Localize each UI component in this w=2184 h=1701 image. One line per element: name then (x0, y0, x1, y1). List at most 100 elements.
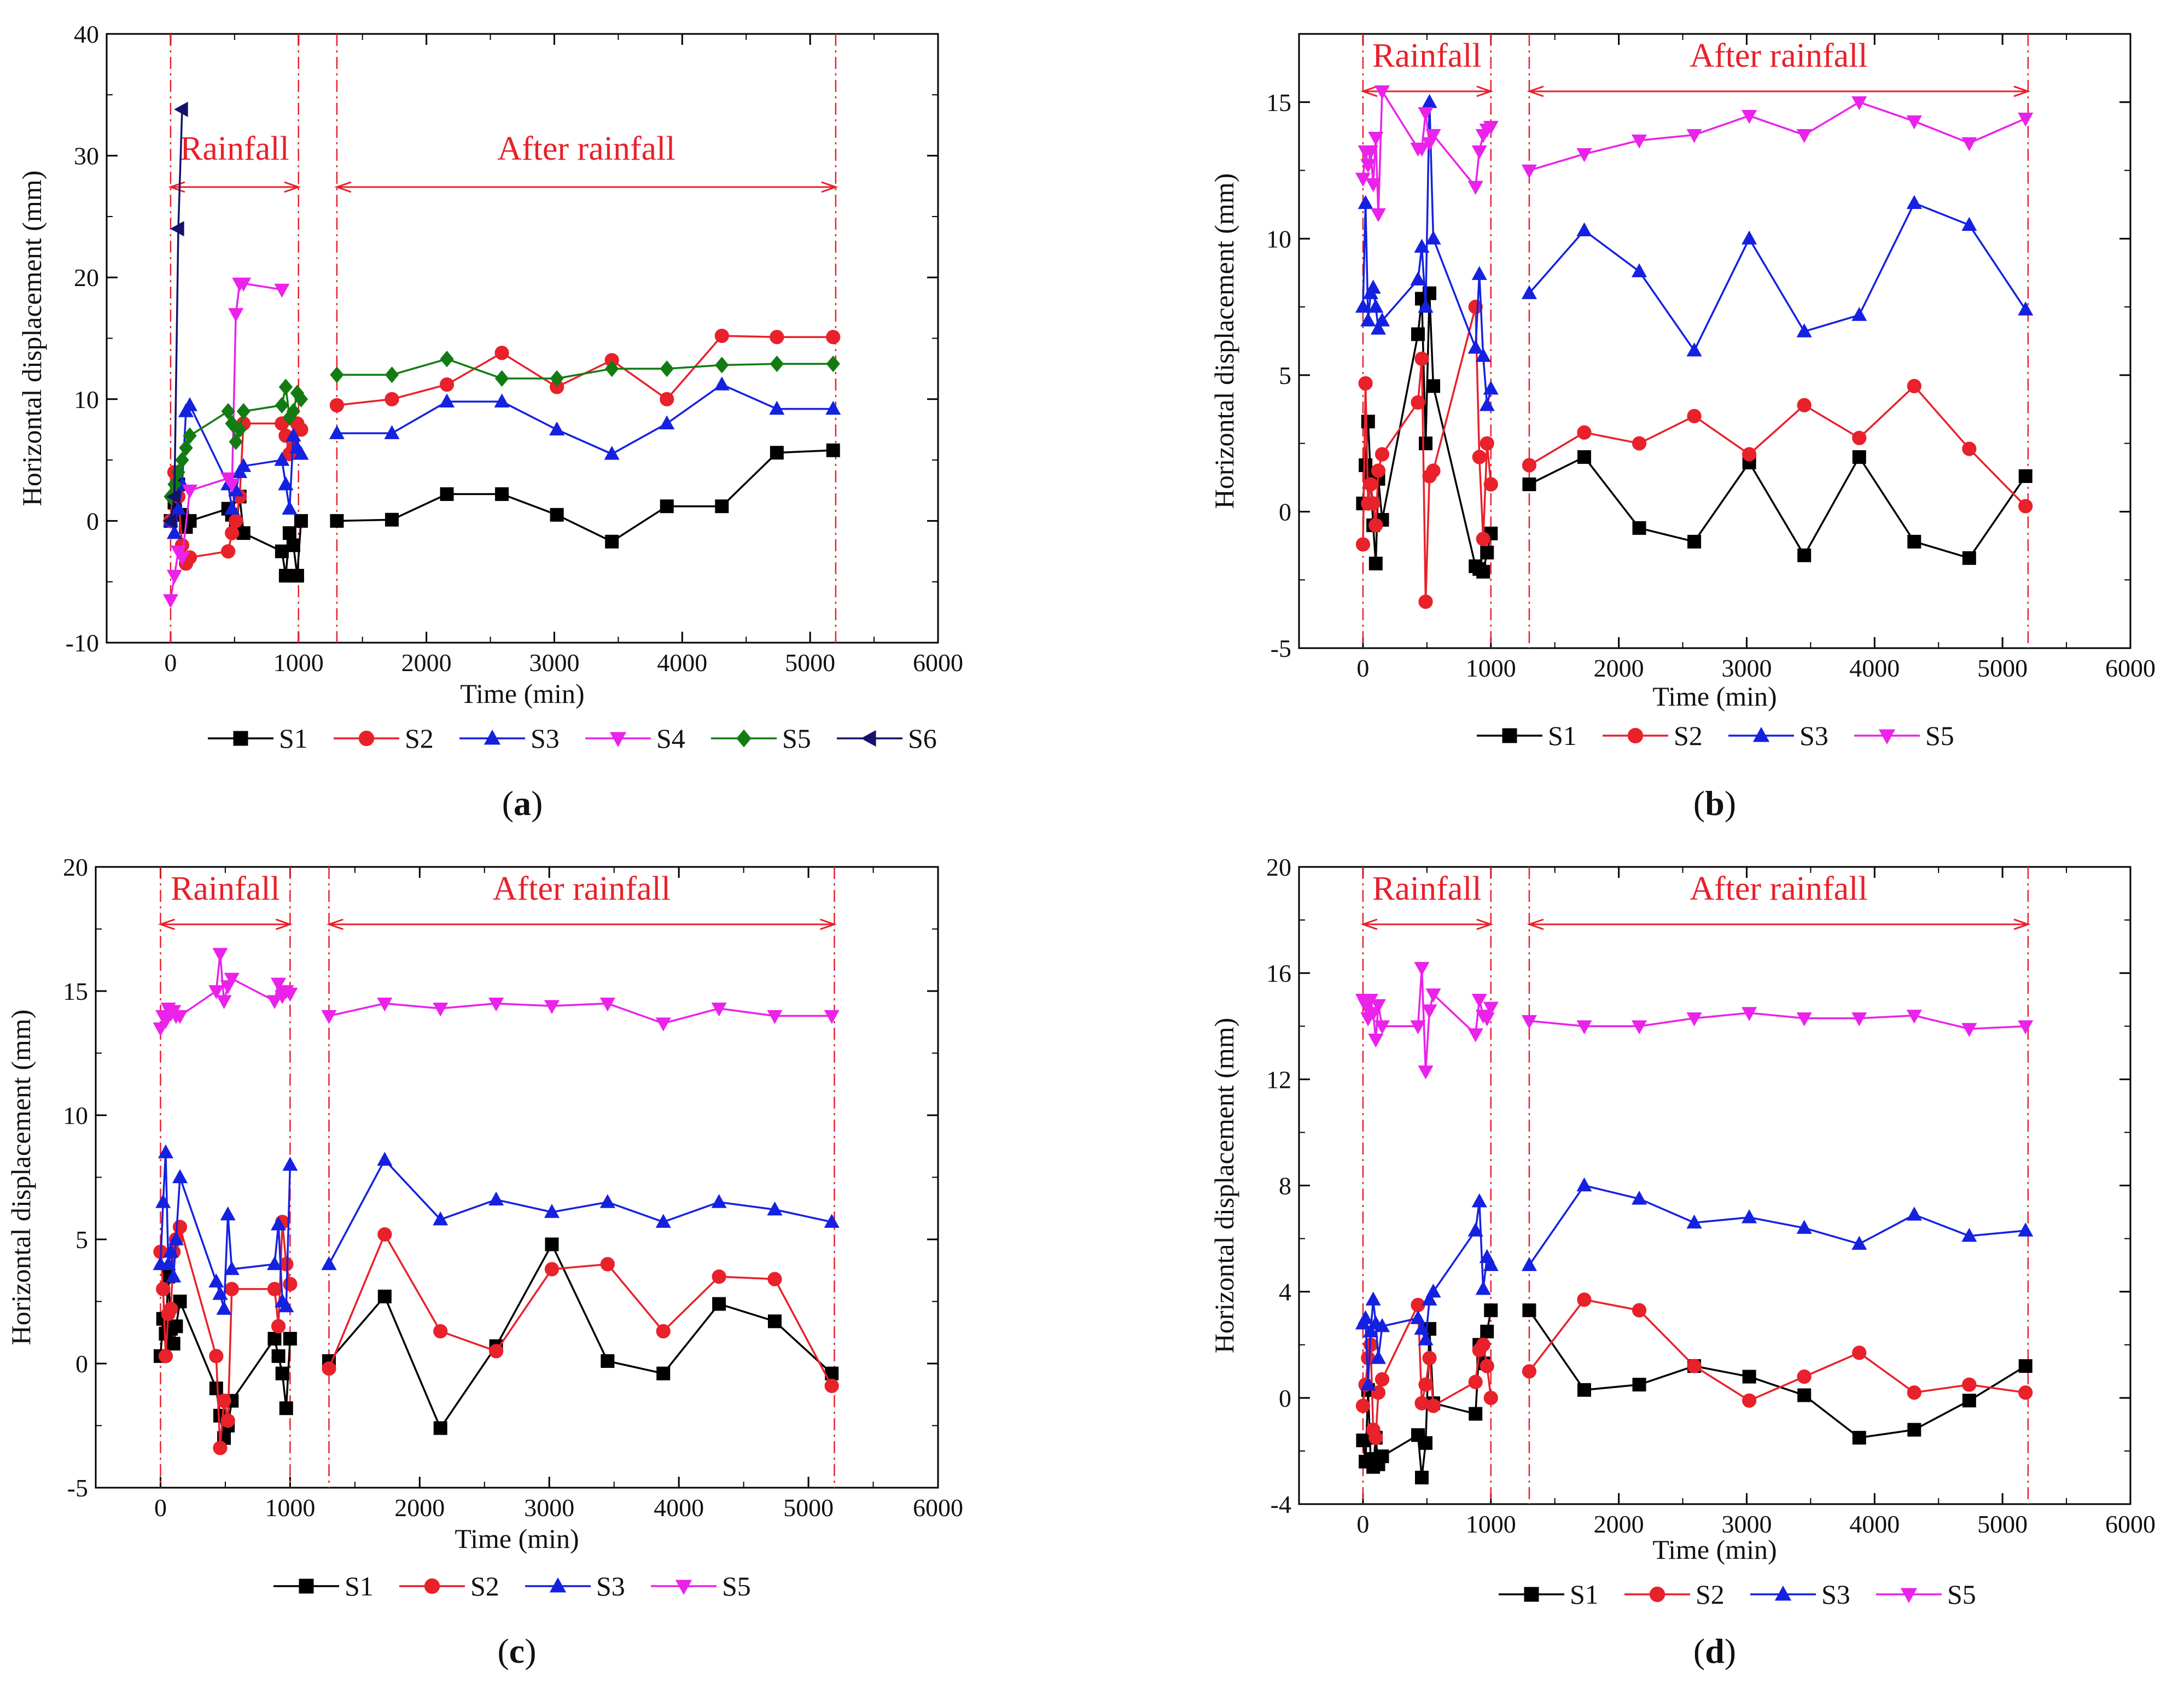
y-axis-title: Horizontal displacement (mm) (1209, 1018, 1239, 1354)
rainfall-arrow-head-right (284, 181, 301, 193)
data-point-S3 (1360, 1376, 1376, 1391)
data-point-S1 (1484, 1303, 1498, 1318)
data-point-S5 (221, 403, 235, 420)
data-point-S3 (1631, 1190, 1647, 1205)
legend-marker-S2 (1627, 727, 1644, 744)
data-point-S3 (599, 1194, 615, 1208)
after-rainfall-arrow-head-right (821, 181, 838, 193)
data-point-S3 (224, 500, 240, 515)
series-line-S3 (1528, 202, 2026, 353)
data-point-S1 (1414, 1470, 1429, 1484)
x-tick-label: 0 (1356, 1510, 1369, 1538)
data-point-S4 (174, 551, 190, 566)
legend: S1 S2 S3 S5 (1477, 720, 1954, 751)
data-point-S1 (330, 514, 344, 528)
data-point-S1 (275, 1366, 289, 1380)
data-point-S5 (1686, 129, 1702, 143)
y-tick-label: 10 (74, 386, 99, 413)
data-point-S3 (659, 415, 675, 430)
data-point-S1 (1480, 545, 1494, 560)
data-point-S5 (208, 985, 224, 999)
legend-label-S1: S1 (279, 723, 308, 754)
data-point-S2 (283, 1277, 298, 1291)
legend-label-S3: S3 (1821, 1579, 1850, 1610)
rainfall-arrow-head-right (1476, 85, 1494, 97)
data-point-S1 (1426, 379, 1441, 393)
data-point-S1 (1852, 1431, 1866, 1445)
data-point-S5 (1483, 120, 1499, 135)
data-point-S3 (769, 400, 785, 415)
data-point-S2 (1418, 1377, 1433, 1392)
data-point-S2 (377, 1227, 392, 1242)
series-S1 (1356, 286, 2032, 579)
data-point-S1 (1797, 1388, 1812, 1402)
data-point-S3 (488, 1191, 504, 1206)
data-point-S3 (329, 425, 345, 439)
data-point-S3 (266, 1256, 282, 1271)
data-point-S3 (282, 1156, 298, 1171)
data-point-S3 (1471, 266, 1487, 280)
data-point-S2 (329, 398, 345, 413)
data-point-S5 (1374, 1020, 1390, 1035)
data-point-S3 (2018, 301, 2034, 316)
rainfall-label: Rainfall (180, 130, 289, 167)
data-point-S1 (286, 538, 300, 552)
series-S3 (162, 376, 841, 539)
data-point-S2 (1907, 378, 1921, 393)
legend-label-S3: S3 (531, 723, 560, 754)
data-point-S3 (1467, 340, 1483, 354)
series-S3 (153, 1144, 840, 1315)
data-point-S3 (208, 1273, 224, 1288)
legend-label-S2: S2 (1674, 720, 1703, 751)
x-tick-label: 2000 (1594, 654, 1644, 682)
data-point-S5 (271, 977, 287, 992)
data-point-S5 (1471, 145, 1487, 160)
data-point-S1 (2018, 469, 2032, 483)
data-point-S3 (1374, 312, 1390, 327)
rainfall-arrow-head-right (1476, 918, 1494, 930)
panel-label: (d) (1693, 1632, 1736, 1670)
chart-panel-c: 0 1000 2000 3000 4000 5000 6000 -5 0 5 10 15 20 Time … (5, 853, 963, 1670)
data-point-S1 (712, 1297, 726, 1311)
data-point-S3 (1576, 1177, 1592, 1192)
data-point-S1 (770, 446, 784, 460)
data-point-S3 (1961, 1227, 1977, 1242)
x-axis-title: Time (min) (460, 678, 584, 709)
legend-label-S2: S2 (1696, 1579, 1725, 1610)
data-point-S1 (826, 443, 840, 457)
data-point-S5 (216, 995, 232, 1009)
legend-label-S5: S5 (722, 1571, 751, 1601)
y-tick-label: 12 (1266, 1065, 1291, 1093)
data-point-S5 (1467, 1028, 1483, 1042)
data-point-S3 (1686, 1214, 1702, 1229)
x-tick-label: 5000 (1977, 654, 2028, 682)
chart-panel-a: 0 1000 2000 3000 4000 5000 6000 -10 0 10 20 30 40 Tim… (16, 20, 963, 823)
data-point-S5 (1479, 1012, 1495, 1027)
series-line-S2 (336, 335, 834, 406)
series-S2 (153, 1215, 839, 1455)
data-point-S2 (1632, 436, 1647, 451)
data-point-S5 (1365, 178, 1381, 193)
x-tick-label: 0 (154, 1494, 167, 1522)
x-tick-label: 6000 (2105, 654, 2156, 682)
data-point-S1 (1361, 415, 1375, 429)
x-tick-label: 6000 (913, 1494, 963, 1522)
data-point-S5 (715, 357, 729, 374)
data-point-S1 (377, 1289, 392, 1303)
data-point-S2 (1414, 351, 1429, 366)
data-point-S5 (599, 998, 615, 1012)
data-point-S2 (824, 1378, 839, 1393)
data-point-S2 (1468, 300, 1483, 314)
x-tick-label: 1000 (1466, 1510, 1516, 1538)
data-point-S1 (279, 1401, 293, 1415)
y-tick-label: 20 (74, 264, 99, 292)
data-point-S1 (1411, 327, 1425, 341)
legend: S1 S2 S3 S5 (273, 1571, 751, 1601)
data-point-S2 (224, 1281, 239, 1296)
data-point-S5 (826, 356, 840, 372)
legend-marker-S2 (358, 730, 375, 747)
legend-marker-S3 (1774, 1586, 1792, 1601)
data-point-S5 (1418, 107, 1434, 121)
data-point-S1 (433, 1421, 447, 1435)
